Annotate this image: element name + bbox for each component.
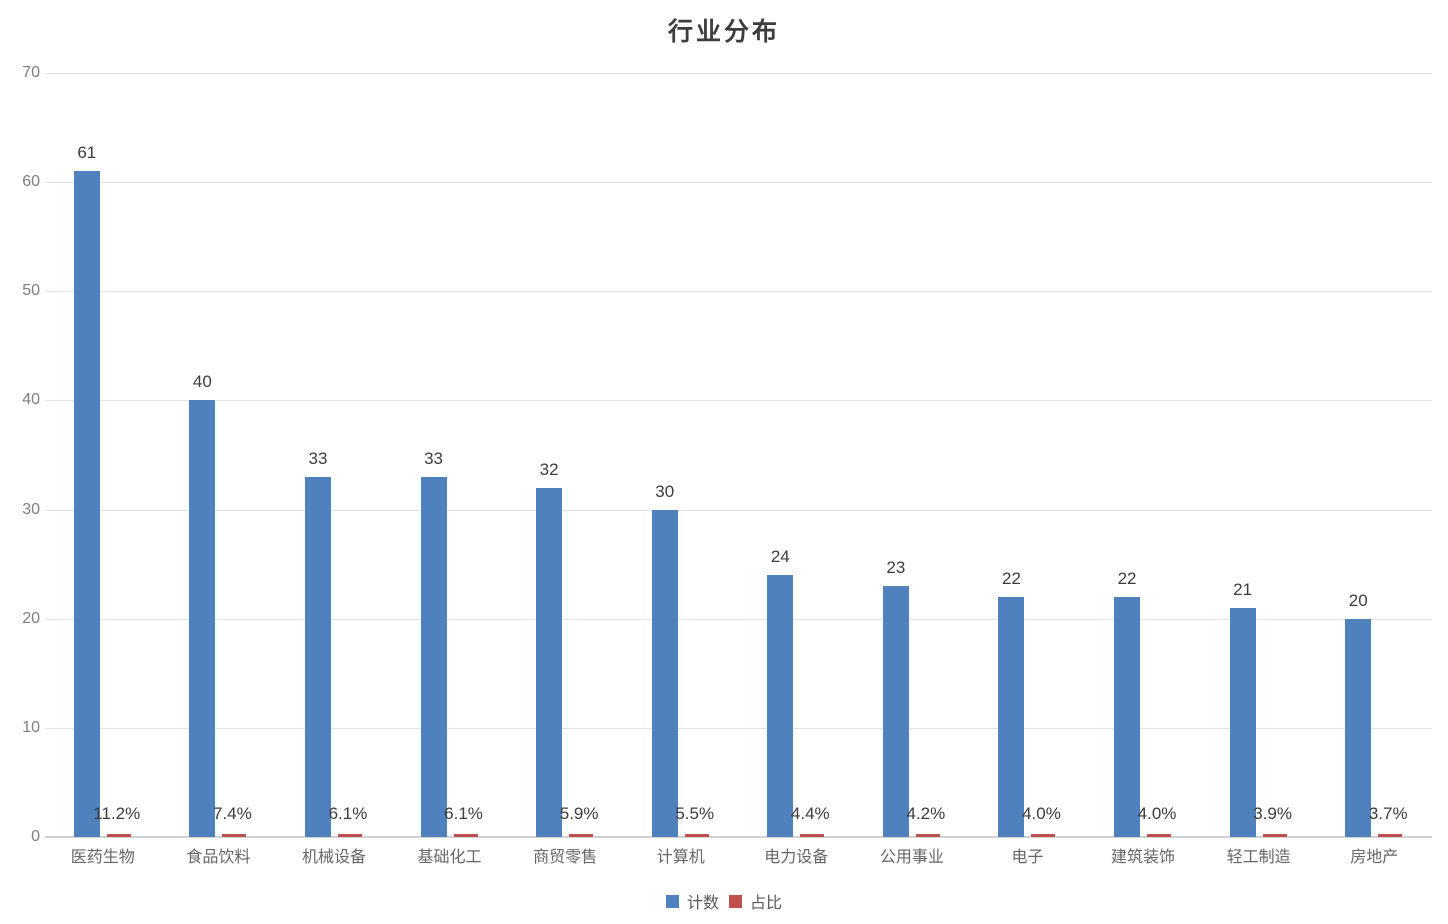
share-bar-7[interactable]: [915, 834, 940, 837]
share-bar-1[interactable]: [222, 834, 247, 837]
count-value-label-1: 40: [192, 372, 212, 392]
share-bar-5[interactable]: [684, 834, 709, 837]
y-tick-label-30: 30: [22, 500, 40, 518]
count-bar-4[interactable]: [536, 487, 563, 837]
share-bar-6[interactable]: [800, 834, 825, 837]
legend-swatch-share: [729, 894, 742, 908]
share-bar-11[interactable]: [1378, 834, 1403, 837]
count-bar-10[interactable]: [1229, 607, 1256, 837]
share-value-label-4: 5.9%: [559, 804, 599, 823]
share-value-label-8: 4.0%: [1022, 804, 1061, 823]
share-bar-2[interactable]: [337, 834, 362, 837]
legend: 计数 占比: [0, 889, 1448, 913]
category-label-6: 电力设备: [764, 849, 829, 866]
gridline-10: [45, 727, 1432, 729]
count-value-label-5: 30: [655, 481, 675, 501]
count-bar-9[interactable]: [1114, 596, 1141, 837]
y-tick-label-60: 60: [22, 173, 40, 191]
count-value-label-7: 23: [886, 557, 906, 577]
count-bar-6[interactable]: [767, 575, 794, 837]
legend-swatch-count: [665, 894, 679, 908]
share-bar-9[interactable]: [1147, 834, 1172, 837]
legend-label-share: 占比: [750, 895, 783, 912]
gridline-30: [45, 509, 1432, 511]
count-value-label-0: 61: [77, 143, 97, 163]
x-axis-line: [45, 836, 1432, 838]
category-label-5: 计算机: [656, 849, 705, 866]
y-tick-label-0: 0: [31, 828, 40, 845]
count-bar-11[interactable]: [1345, 618, 1372, 837]
count-value-label-6: 24: [770, 547, 790, 567]
category-label-1: 食品饮料: [186, 849, 251, 866]
share-bar-4[interactable]: [569, 834, 594, 837]
count-value-label-11: 20: [1348, 590, 1368, 610]
share-value-label-3: 6.1%: [444, 804, 483, 823]
category-label-4: 商贸零售: [533, 849, 598, 866]
share-bar-8[interactable]: [1031, 834, 1056, 837]
share-value-label-9: 4.0%: [1137, 804, 1177, 823]
category-label-2: 机械设备: [301, 849, 366, 866]
count-bar-0[interactable]: [73, 171, 100, 837]
count-value-label-8: 22: [1001, 568, 1021, 588]
share-bar-10[interactable]: [1262, 834, 1287, 837]
count-bar-1[interactable]: [189, 400, 216, 837]
share-value-label-1: 7.4%: [213, 804, 252, 823]
chart-title: 行业分布: [667, 18, 780, 46]
count-value-label-4: 32: [539, 459, 559, 479]
legend-item-count[interactable]: 计数: [665, 889, 719, 913]
count-value-label-3: 33: [424, 448, 443, 468]
share-value-label-6: 4.4%: [790, 804, 830, 823]
category-label-9: 建筑装饰: [1111, 849, 1176, 866]
legend-label-count: 计数: [686, 895, 719, 912]
share-value-label-0: 11.2%: [93, 804, 141, 823]
count-bar-8[interactable]: [998, 596, 1025, 837]
share-bar-0[interactable]: [106, 834, 131, 837]
share-value-label-10: 3.9%: [1253, 804, 1292, 823]
count-bar-5[interactable]: [651, 509, 678, 837]
category-label-0: 医药生物: [70, 849, 135, 866]
y-tick-label-70: 70: [22, 64, 40, 81]
count-value-label-9: 22: [1117, 568, 1137, 588]
category-label-10: 轻工制造: [1226, 849, 1291, 866]
share-value-label-11: 3.7%: [1368, 804, 1408, 823]
gridline-70: [45, 73, 1432, 74]
y-tick-label-40: 40: [22, 391, 40, 409]
count-value-label-2: 33: [308, 448, 328, 468]
gridline-50: [45, 291, 1432, 293]
category-label-8: 电子: [1011, 849, 1044, 866]
count-bar-7[interactable]: [882, 585, 909, 837]
share-bar-3[interactable]: [453, 834, 478, 837]
y-tick-label-50: 50: [22, 282, 40, 300]
count-bar-3[interactable]: [420, 476, 447, 837]
count-bar-2[interactable]: [304, 476, 331, 837]
legend-item-share[interactable]: 占比: [729, 889, 782, 913]
y-tick-label-20: 20: [22, 609, 40, 627]
category-label-11: 房地产: [1350, 849, 1399, 866]
gridline-60: [45, 182, 1432, 184]
y-tick-label-10: 10: [22, 718, 40, 736]
gridline-40: [45, 400, 1432, 402]
gridline-20: [45, 618, 1432, 620]
count-value-label-10: 21: [1233, 579, 1253, 599]
share-value-label-5: 5.5%: [675, 804, 715, 823]
share-value-label-2: 6.1%: [328, 804, 368, 823]
category-label-7: 公用事业: [879, 849, 944, 866]
share-value-label-7: 4.2%: [906, 804, 946, 823]
category-label-3: 基础化工: [417, 849, 482, 866]
